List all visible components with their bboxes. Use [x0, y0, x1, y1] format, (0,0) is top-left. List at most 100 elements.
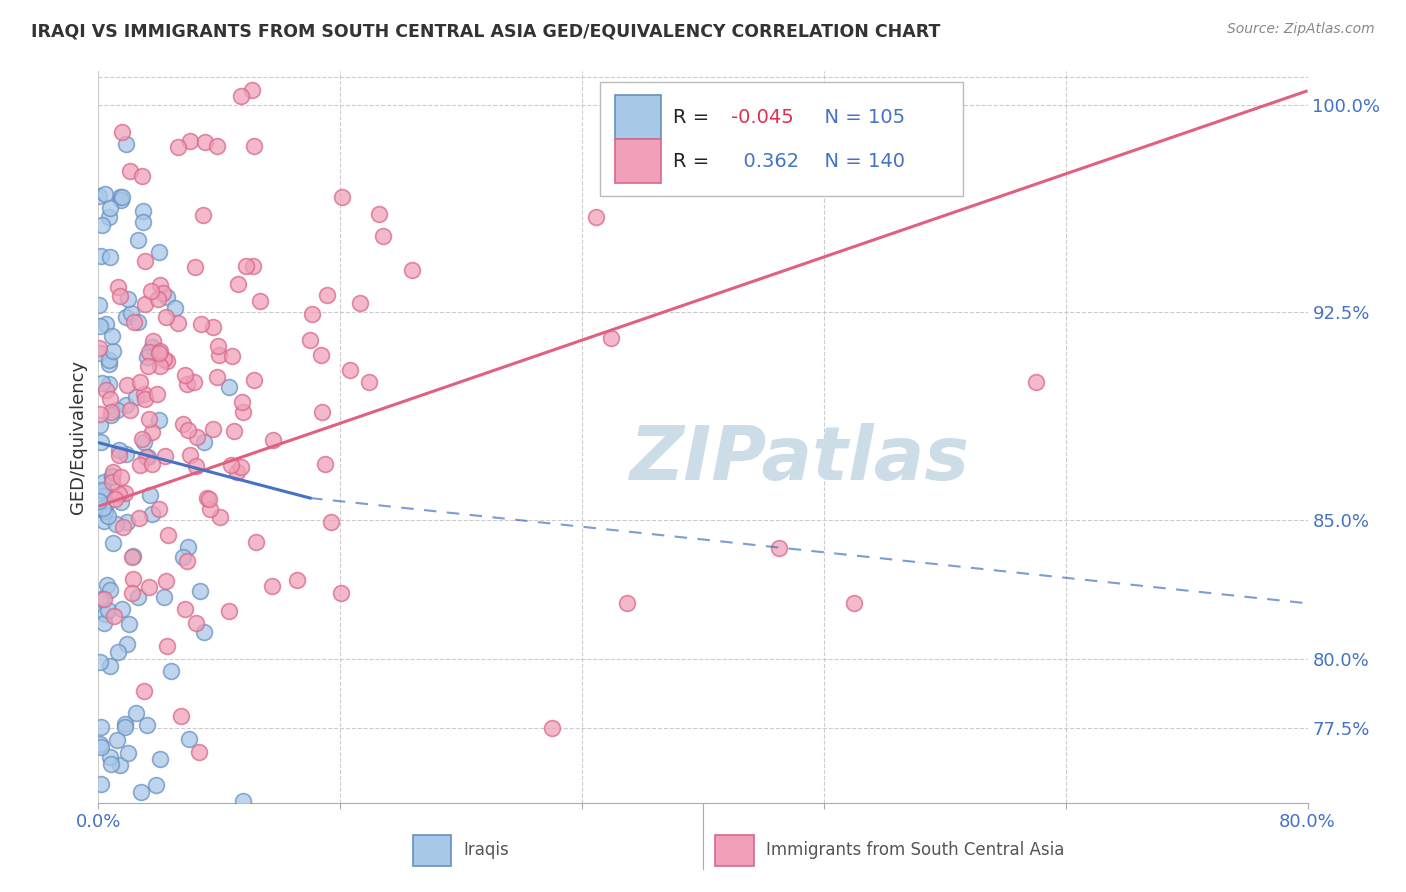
Point [136, 718, 159, 732]
Point [153, 591, 176, 605]
Point [89, 407, 111, 421]
Point [132, 203, 155, 218]
Point [198, 501, 221, 516]
Point [156, 354, 179, 368]
Point [108, 448, 131, 462]
Point [98, 392, 121, 406]
Point [97, 376, 120, 391]
Point [209, 509, 232, 524]
Point [122, 549, 145, 564]
Text: ZIPatlas: ZIPatlas [630, 423, 970, 496]
Point [115, 516, 138, 530]
Point [141, 425, 163, 440]
Point [172, 417, 194, 431]
Point [90, 434, 112, 449]
Point [768, 541, 790, 555]
Point [330, 190, 353, 204]
Point [240, 83, 263, 97]
Point [221, 349, 243, 363]
Point [183, 375, 205, 389]
Point [166, 316, 188, 330]
Point [105, 733, 128, 747]
Point [138, 359, 160, 373]
Point [401, 262, 423, 277]
Point [131, 432, 153, 446]
Text: 0.362: 0.362 [731, 152, 799, 171]
Point [193, 625, 215, 640]
Point [208, 348, 231, 362]
Point [127, 590, 149, 604]
Point [184, 260, 207, 275]
Point [93, 475, 115, 490]
Point [179, 448, 201, 462]
Point [87, 494, 110, 508]
Point [98, 353, 121, 368]
Text: N = 140: N = 140 [811, 152, 905, 171]
Point [626, 166, 648, 180]
Point [89, 319, 111, 334]
Point [373, 229, 395, 244]
Point [127, 315, 149, 329]
Point [114, 720, 136, 734]
Point [186, 16, 208, 30]
Point [176, 554, 198, 568]
Point [90, 483, 112, 498]
Point [152, 285, 174, 300]
Point [131, 785, 153, 799]
Point [177, 540, 200, 554]
Point [235, 260, 257, 274]
Point [93, 591, 115, 606]
Point [107, 279, 129, 293]
Point [110, 470, 132, 484]
Point [149, 359, 172, 374]
Point [149, 752, 172, 766]
Point [101, 469, 124, 483]
Point [117, 746, 139, 760]
Point [285, 573, 308, 587]
Point [121, 586, 143, 600]
Point [93, 483, 115, 498]
Point [232, 405, 254, 419]
Point [115, 398, 138, 412]
Point [94, 317, 117, 331]
Point [368, 207, 391, 221]
Text: R =: R = [672, 108, 716, 127]
Point [157, 528, 180, 542]
Point [599, 331, 621, 345]
Text: R =: R = [672, 152, 716, 171]
Point [115, 378, 138, 392]
Point [124, 315, 146, 329]
Point [205, 139, 228, 153]
Bar [614, 139, 661, 183]
Point [111, 602, 134, 616]
Point [91, 489, 114, 503]
Point [616, 596, 638, 610]
Point [218, 379, 240, 393]
Point [1024, 375, 1046, 389]
Point [100, 468, 122, 483]
Point [138, 580, 160, 594]
Point [299, 333, 322, 347]
Point [115, 310, 138, 325]
Point [583, 32, 606, 46]
Point [198, 492, 221, 507]
Point [118, 616, 141, 631]
Point [134, 253, 156, 268]
Point [146, 292, 169, 306]
Bar [716, 835, 754, 866]
Point [148, 501, 170, 516]
Point [89, 737, 111, 751]
Point [94, 383, 117, 397]
Point [93, 514, 115, 528]
Point [153, 449, 176, 463]
Point [103, 608, 125, 623]
Point [110, 758, 132, 772]
Point [585, 210, 607, 224]
Point [111, 519, 134, 533]
Point [134, 392, 156, 407]
Point [249, 294, 271, 309]
Point [229, 460, 252, 475]
Point [321, 516, 343, 530]
Point [115, 136, 138, 151]
Text: Iraqis: Iraqis [464, 841, 509, 859]
